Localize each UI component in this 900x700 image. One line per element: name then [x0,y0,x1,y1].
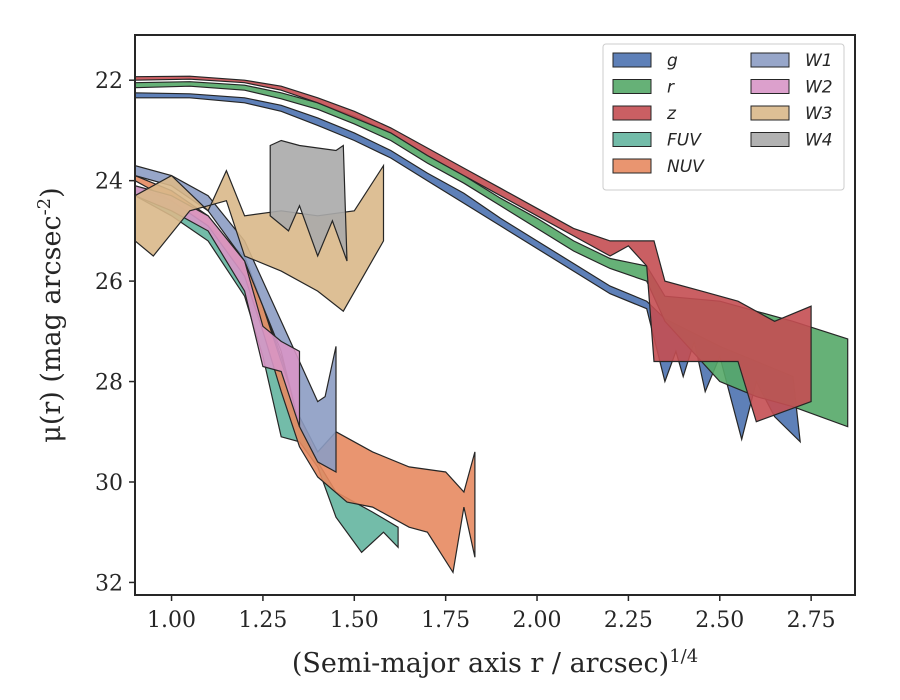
x-tick-label: 1.00 [147,608,196,633]
y-tick-label: 26 [95,270,123,295]
legend-swatch-w1 [750,52,790,68]
legend-label-r: r [667,78,675,98]
y-tick-label: 28 [95,371,123,396]
series-band-w3 [135,163,385,313]
legend-label-fuv: FUV [667,131,702,151]
legend-swatch-nuv [612,158,652,174]
x-axis: 1.00 1.25 1.50 1.75 2.00 2.25 2.50 2.75 [147,595,836,633]
y-tick-label: 32 [95,571,123,596]
legend-swatch-w2 [750,79,790,94]
legend-swatch-g [612,52,652,68]
legend-label-w2: W2 [805,78,833,98]
x-tick-label: 1.25 [238,608,287,633]
y-tick-label: 30 [95,471,123,496]
legend-label-w4: W4 [805,131,833,151]
y-axis: 22 24 26 28 30 32 [95,69,135,596]
x-tick-label: 2.50 [695,608,744,633]
y-axis-label: μ(r) (mag arcsec-2) [34,187,68,442]
axes-frame [134,34,856,596]
legend-swatch-w4 [750,132,790,147]
x-tick-label: 1.50 [330,608,379,633]
x-axis-label: (Semi-major axis r / arcsec)1/4 [292,646,698,680]
x-tick-label: 1.75 [421,608,470,633]
x-tick-label: 2.75 [787,608,836,633]
legend-label-g: g [667,51,678,71]
plot-area [135,75,849,575]
series-band-g [135,92,801,444]
legend-swatch-z [612,105,652,121]
legend-label-z: z [666,104,677,124]
x-tick-label: 2.00 [513,608,562,633]
legend-label-w3: W3 [805,104,833,124]
series-band-z [135,75,812,423]
y-tick-label: 22 [95,69,123,94]
legend-label-nuv: NUV [667,157,705,177]
legend-swatch-fuv [612,132,652,147]
legend: grz FUV NUV W1 W2 W3 W4 [602,43,845,191]
legend-swatch-r [612,79,652,94]
legend-swatch-w3 [750,105,790,121]
legend-label-w1: W1 [805,51,833,71]
series-band-w4 [269,139,348,262]
x-tick-label: 2.25 [604,608,653,633]
y-tick-label: 24 [95,170,123,195]
